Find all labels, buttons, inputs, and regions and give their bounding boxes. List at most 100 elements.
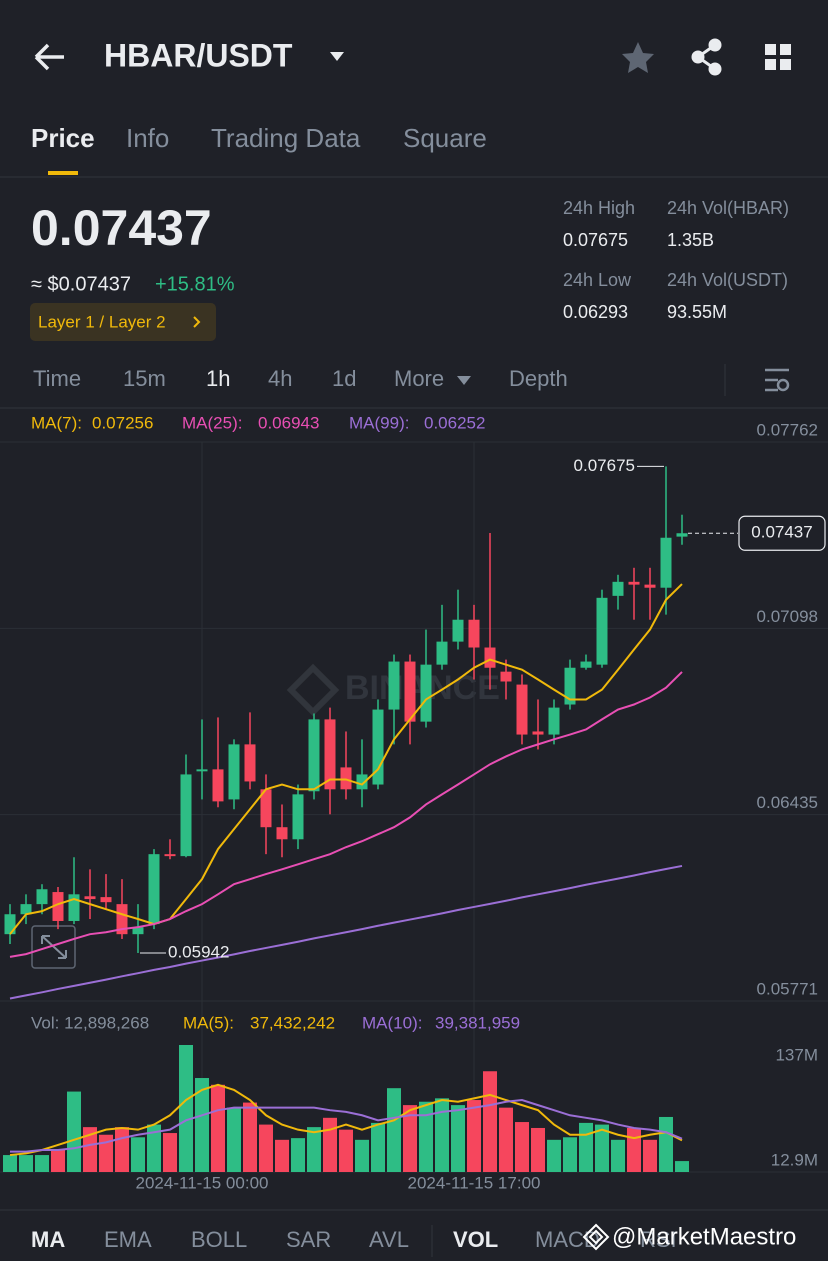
tag-chevron: [193, 316, 201, 328]
more-caret: [457, 376, 471, 385]
ma-line: [9, 583, 683, 935]
stat-value: 1.35B: [667, 230, 714, 250]
interval[interactable]: Depth: [509, 366, 568, 391]
candle-body: [676, 533, 688, 537]
stat-value: 0.06293: [563, 302, 628, 322]
stat-label: 24h Vol(HBAR): [667, 198, 789, 218]
settings-lines: [765, 368, 789, 392]
volume-bar: [387, 1088, 401, 1172]
settings-gear: [776, 378, 790, 392]
layout-button[interactable]: [765, 44, 791, 70]
x-tick-label: 2024-11-15 17:00: [408, 1173, 541, 1192]
volume-bar: [435, 1098, 449, 1172]
logo-diamond: [286, 663, 340, 717]
price-tag: [738, 515, 826, 551]
pair-title[interactable]: HBAR/USDT: [104, 37, 293, 73]
volume-bar: [595, 1124, 609, 1172]
candle-body: [260, 789, 272, 828]
candle-body: [68, 894, 80, 921]
layout-cell: [780, 44, 791, 55]
interval[interactable]: 1h: [206, 366, 230, 391]
volume-bar: [547, 1139, 561, 1172]
share-button[interactable]: [691, 38, 722, 76]
sector-tag[interactable]: [30, 303, 216, 341]
x-tick-label: 2024-11-15 00:00: [136, 1173, 269, 1192]
low-label: 0.05942: [168, 942, 229, 961]
y-tick-label: 12.9M: [771, 1151, 818, 1170]
interval[interactable]: 15m: [123, 366, 166, 391]
indicator-tab[interactable]: SAR: [286, 1227, 331, 1252]
y-tick-label: 137M: [775, 1045, 818, 1064]
legend-name: MA(5):: [183, 1013, 234, 1032]
candle-body: [100, 897, 112, 903]
stat-label: 24h Low: [563, 270, 632, 290]
legend-value: 0.07256: [92, 413, 153, 432]
volume-bar: [323, 1117, 337, 1172]
indicator-tab[interactable]: EMA: [104, 1227, 152, 1252]
volume-bar: [499, 1107, 513, 1172]
candle-body: [84, 896, 96, 900]
candle-body: [516, 684, 528, 735]
watermark-icon: [582, 1223, 610, 1251]
tab[interactable]: Trading Data: [211, 123, 361, 153]
tab[interactable]: Square: [403, 123, 487, 153]
candle-body: [244, 744, 256, 782]
candle-body: [532, 731, 544, 735]
volume-bar: [307, 1127, 321, 1172]
candle-body: [324, 719, 336, 790]
volume-bar: [531, 1127, 545, 1172]
candle-body: [484, 647, 496, 668]
volume-bar: [419, 1101, 433, 1172]
interval[interactable]: Time: [33, 366, 81, 391]
legend-value: 0.06943: [258, 413, 319, 432]
approx-price: ≈ $0.07437: [31, 273, 131, 295]
volume-ma-line: [10, 1099, 683, 1153]
volume-bar: [35, 1155, 49, 1172]
indicator-tab[interactable]: MA: [31, 1227, 65, 1252]
candle-body: [660, 537, 672, 588]
volume-bar: [115, 1127, 129, 1172]
watermark-logo: [286, 663, 340, 717]
tab-indicator: [48, 171, 78, 175]
volume-bar: [483, 1071, 497, 1172]
volume-bar: [147, 1124, 161, 1172]
candle-body: [372, 709, 384, 785]
volume-label: Vol: 12,898,268: [31, 1013, 149, 1032]
volume-ma-line: [9, 1083, 683, 1157]
volume-bar: [563, 1137, 577, 1172]
legend-name: MA(99):: [349, 413, 409, 432]
ma-line: [9, 671, 683, 958]
volume-bar: [227, 1107, 241, 1172]
interval[interactable]: 1d: [332, 366, 356, 391]
back-button[interactable]: [34, 43, 64, 71]
tab[interactable]: Price: [31, 123, 95, 153]
tab[interactable]: Info: [126, 123, 169, 153]
indicator-tab[interactable]: AVL: [369, 1227, 409, 1252]
volume-bar: [403, 1105, 417, 1172]
candle-body: [52, 892, 64, 921]
favorite-button[interactable]: [622, 42, 654, 73]
candle-body: [20, 904, 32, 915]
candle-body: [644, 584, 656, 588]
volume-bar: [675, 1161, 689, 1172]
legend-value: 37,432,242: [250, 1013, 335, 1032]
interval[interactable]: 4h: [268, 366, 292, 391]
volume-bar: [515, 1122, 529, 1172]
volume-bar: [163, 1133, 177, 1172]
candle-body: [340, 767, 352, 790]
expand-button[interactable]: [31, 925, 76, 969]
volume-bar: [211, 1084, 225, 1172]
candle-body: [164, 854, 176, 857]
indicator-tab[interactable]: RSI: [640, 1227, 677, 1252]
chart-settings-button[interactable]: [765, 368, 790, 392]
sector-tag-text: Layer 1 / Layer 2: [38, 312, 166, 331]
layout-cell: [780, 59, 791, 70]
indicator-tab[interactable]: VOL: [453, 1227, 498, 1252]
indicator-tab[interactable]: BOLL: [191, 1227, 247, 1252]
interval[interactable]: More: [394, 366, 444, 391]
candle-body: [196, 769, 208, 772]
candle-body: [564, 667, 576, 705]
candle-body: [596, 597, 608, 665]
pair-dropdown[interactable]: [330, 52, 344, 61]
